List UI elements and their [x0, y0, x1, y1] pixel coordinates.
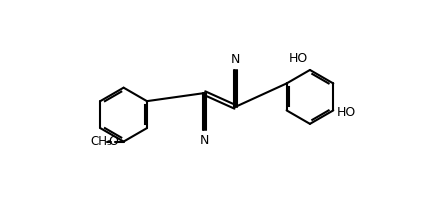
Text: CH₃: CH₃ — [90, 135, 112, 148]
Text: HO: HO — [288, 52, 307, 65]
Text: O: O — [109, 135, 119, 148]
Text: N: N — [200, 134, 209, 147]
Text: N: N — [230, 53, 240, 66]
Text: HO: HO — [336, 106, 356, 119]
